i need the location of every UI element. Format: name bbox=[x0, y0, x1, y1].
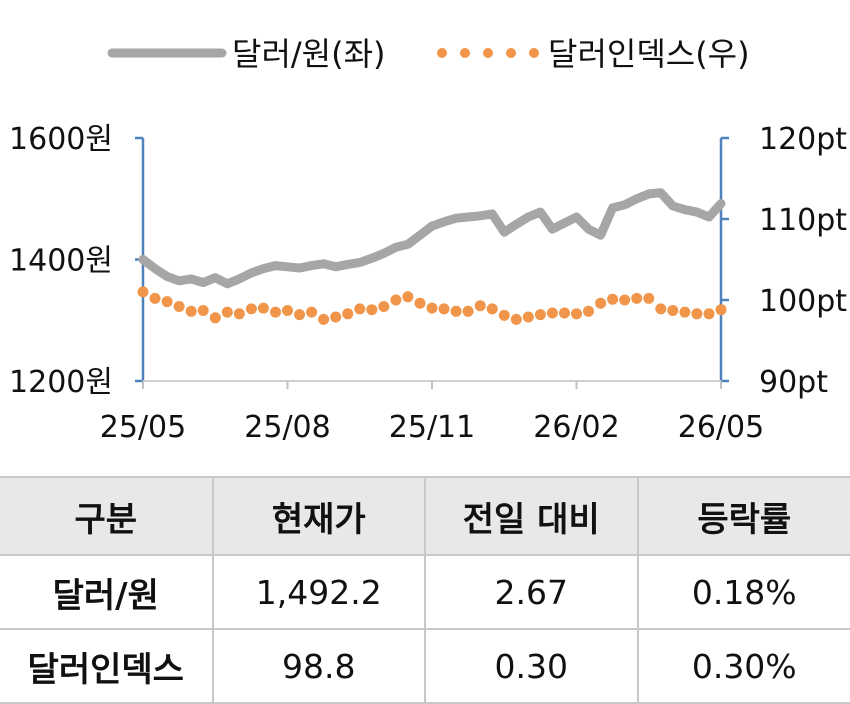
legend-label-usdkrw: 달러/원(좌) bbox=[232, 35, 386, 73]
cell-current-price: 1,492.2 bbox=[211, 554, 425, 630]
dxy-point bbox=[197, 305, 209, 316]
dxy-point bbox=[390, 294, 402, 306]
dxy-point bbox=[546, 307, 558, 319]
dxy-point bbox=[583, 305, 594, 317]
dxy-point bbox=[402, 291, 414, 303]
quote-table-wrap: 구분 현재가 전일 대비 등락률 달러/원 1,492.2 2.67 0.18%… bbox=[0, 476, 850, 704]
right-axis-ticks: 90pt 100pt 110pt 120pt bbox=[721, 122, 847, 400]
x-tick-label: 25/11 bbox=[389, 410, 475, 445]
cell-change-rate: 0.18% bbox=[636, 554, 850, 630]
cell-current-price: 98.8 bbox=[211, 628, 425, 704]
dxy-point bbox=[306, 306, 318, 318]
dxy-point bbox=[342, 308, 354, 320]
dxy-point bbox=[643, 292, 655, 304]
dxy-point bbox=[270, 306, 281, 318]
dxy-point bbox=[679, 306, 691, 318]
dxy-point bbox=[414, 297, 426, 309]
dxy-point bbox=[257, 302, 269, 314]
dxy-point bbox=[173, 301, 185, 312]
header-change-rate: 등락률 bbox=[636, 476, 850, 556]
left-axis-ticks: 1200원 1400원 1600원 bbox=[9, 122, 143, 400]
dxy-point bbox=[510, 313, 522, 325]
legend-label-dxy: 달러인덱스(우) bbox=[548, 35, 750, 73]
dxy-point bbox=[438, 303, 450, 315]
dxy-point bbox=[318, 313, 330, 325]
right-tick-label: 100pt bbox=[759, 284, 847, 319]
dxy-point bbox=[137, 286, 149, 298]
legend-swatch-dxy bbox=[437, 48, 539, 58]
dxy-point bbox=[498, 309, 510, 321]
x-tick-label: 25/05 bbox=[100, 410, 186, 445]
dxy-point bbox=[233, 308, 245, 320]
dxy-point bbox=[462, 305, 474, 317]
dxy-point bbox=[486, 303, 498, 315]
exchange-rate-chart: 달러/원(좌) 달러인덱스(우) 1200원 1400원 1600원 90pt 100… bbox=[9, 35, 847, 445]
axes bbox=[141, 138, 723, 382]
dxy-point bbox=[149, 292, 161, 304]
dxy-point bbox=[607, 293, 619, 305]
dxy-point bbox=[366, 304, 378, 316]
dxy-point bbox=[655, 303, 667, 315]
header-category: 구분 bbox=[0, 476, 213, 556]
table-row: 달러/원 1,492.2 2.67 0.18% bbox=[0, 554, 850, 630]
left-tick-label: 1600원 bbox=[9, 122, 113, 157]
right-tick-label: 90pt bbox=[759, 365, 828, 400]
dxy-point bbox=[667, 305, 679, 316]
dxy-point bbox=[354, 303, 366, 315]
x-tick-label: 26/02 bbox=[533, 410, 619, 445]
dxy-point bbox=[474, 300, 486, 312]
dxy-point bbox=[294, 309, 305, 321]
x-tick-label: 25/08 bbox=[244, 410, 330, 445]
x-tick-label: 26/05 bbox=[678, 410, 764, 445]
dxy-point bbox=[631, 292, 643, 304]
row-label-usdkrw: 달러/원 bbox=[0, 554, 213, 630]
dxy-point bbox=[534, 309, 546, 321]
table-row: 달러인덱스 98.8 0.30 0.30% bbox=[0, 628, 850, 704]
dxy-point bbox=[282, 305, 293, 316]
row-label-dxy: 달러인덱스 bbox=[0, 628, 213, 704]
dxy-point bbox=[595, 297, 607, 309]
right-tick-label: 110pt bbox=[759, 203, 847, 238]
cell-change: 0.30 bbox=[424, 628, 638, 704]
dxy-point bbox=[450, 305, 462, 317]
dxy-point bbox=[522, 311, 534, 323]
right-tick-label: 120pt bbox=[759, 122, 847, 157]
dxy-point bbox=[185, 305, 197, 317]
series-line-usdkrw bbox=[138, 188, 726, 289]
dxy-point bbox=[330, 311, 342, 323]
header-change: 전일 대비 bbox=[424, 476, 638, 556]
dxy-point bbox=[426, 302, 438, 314]
table-header-row: 구분 현재가 전일 대비 등락률 bbox=[0, 476, 850, 556]
dxy-point bbox=[209, 312, 221, 324]
dxy-point bbox=[161, 296, 173, 308]
dxy-point bbox=[619, 294, 631, 306]
dxy-point bbox=[571, 308, 582, 320]
left-tick-label: 1400원 bbox=[9, 244, 113, 279]
dxy-point bbox=[245, 303, 257, 315]
header-current-price: 현재가 bbox=[211, 476, 425, 556]
cell-change: 2.67 bbox=[424, 554, 638, 630]
x-axis-ticks: 25/05 25/08 25/11 26/02 26/05 bbox=[100, 381, 764, 445]
dxy-point bbox=[378, 301, 390, 312]
legend: 달러/원(좌) 달러인덱스(우) bbox=[107, 35, 750, 73]
quote-table: 구분 현재가 전일 대비 등락률 달러/원 1,492.2 2.67 0.18%… bbox=[0, 476, 850, 704]
dxy-point bbox=[221, 306, 233, 318]
dxy-point bbox=[703, 308, 715, 320]
cell-change-rate: 0.30% bbox=[636, 628, 850, 704]
series-dots-dxy bbox=[137, 286, 727, 325]
dxy-point bbox=[691, 308, 703, 320]
dxy-point bbox=[559, 307, 570, 319]
dxy-point bbox=[715, 304, 727, 316]
left-tick-label: 1200원 bbox=[9, 365, 113, 400]
